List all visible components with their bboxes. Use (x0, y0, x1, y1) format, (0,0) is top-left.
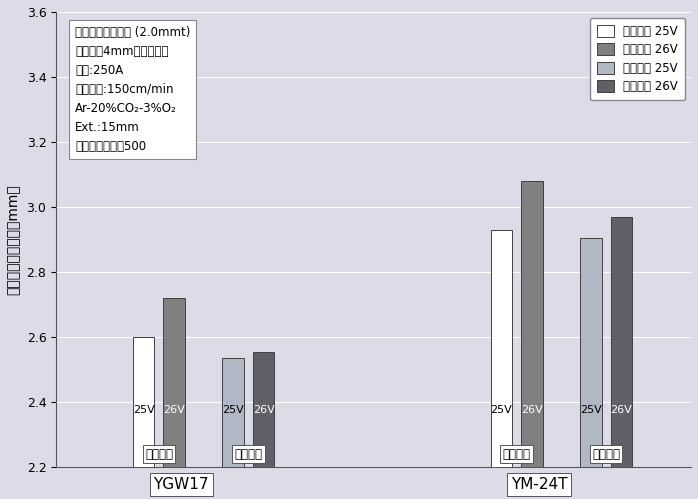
Text: 26V: 26V (611, 405, 632, 415)
Text: 横向姿勢: 横向姿勢 (592, 448, 620, 461)
Legend: 下向姿勢 25V, 下向姿勢 26V, 横向姿勢 25V, 横向姿勢 26V: 下向姿勢 25V, 下向姿勢 26V, 横向姿勢 25V, 横向姿勢 26V (591, 18, 685, 100)
Text: 26V: 26V (253, 405, 274, 415)
Y-axis label: 溶接可能ギャップ（mm）: 溶接可能ギャップ（mm） (7, 184, 21, 295)
Bar (521, 181, 542, 468)
Bar (580, 238, 602, 468)
Text: 下向姿勢: 下向姿勢 (503, 448, 530, 461)
Text: 26V: 26V (521, 405, 543, 415)
Bar (611, 217, 632, 468)
Bar (253, 352, 274, 468)
Bar (223, 358, 244, 468)
Text: 25V: 25V (133, 405, 155, 415)
Text: 25V: 25V (222, 405, 244, 415)
Bar (163, 298, 185, 468)
Text: 26V: 26V (163, 405, 185, 415)
Text: 横向姿勢: 横向姿勢 (235, 448, 262, 461)
Text: テーパーギャップ (2.0mmt)
ギャップ4mm側から溶接
電流:250A
溶接速度:150cm/min
Ar-20%CO₂-3%O₂
Ext.:15mm
デ: テーパーギャップ (2.0mmt) ギャップ4mm側から溶接 電流:250A 溶… (75, 25, 191, 153)
Text: 下向姿勢: 下向姿勢 (145, 448, 173, 461)
Bar (491, 230, 512, 468)
Bar (133, 337, 154, 468)
Text: 25V: 25V (580, 405, 602, 415)
Text: 25V: 25V (491, 405, 512, 415)
